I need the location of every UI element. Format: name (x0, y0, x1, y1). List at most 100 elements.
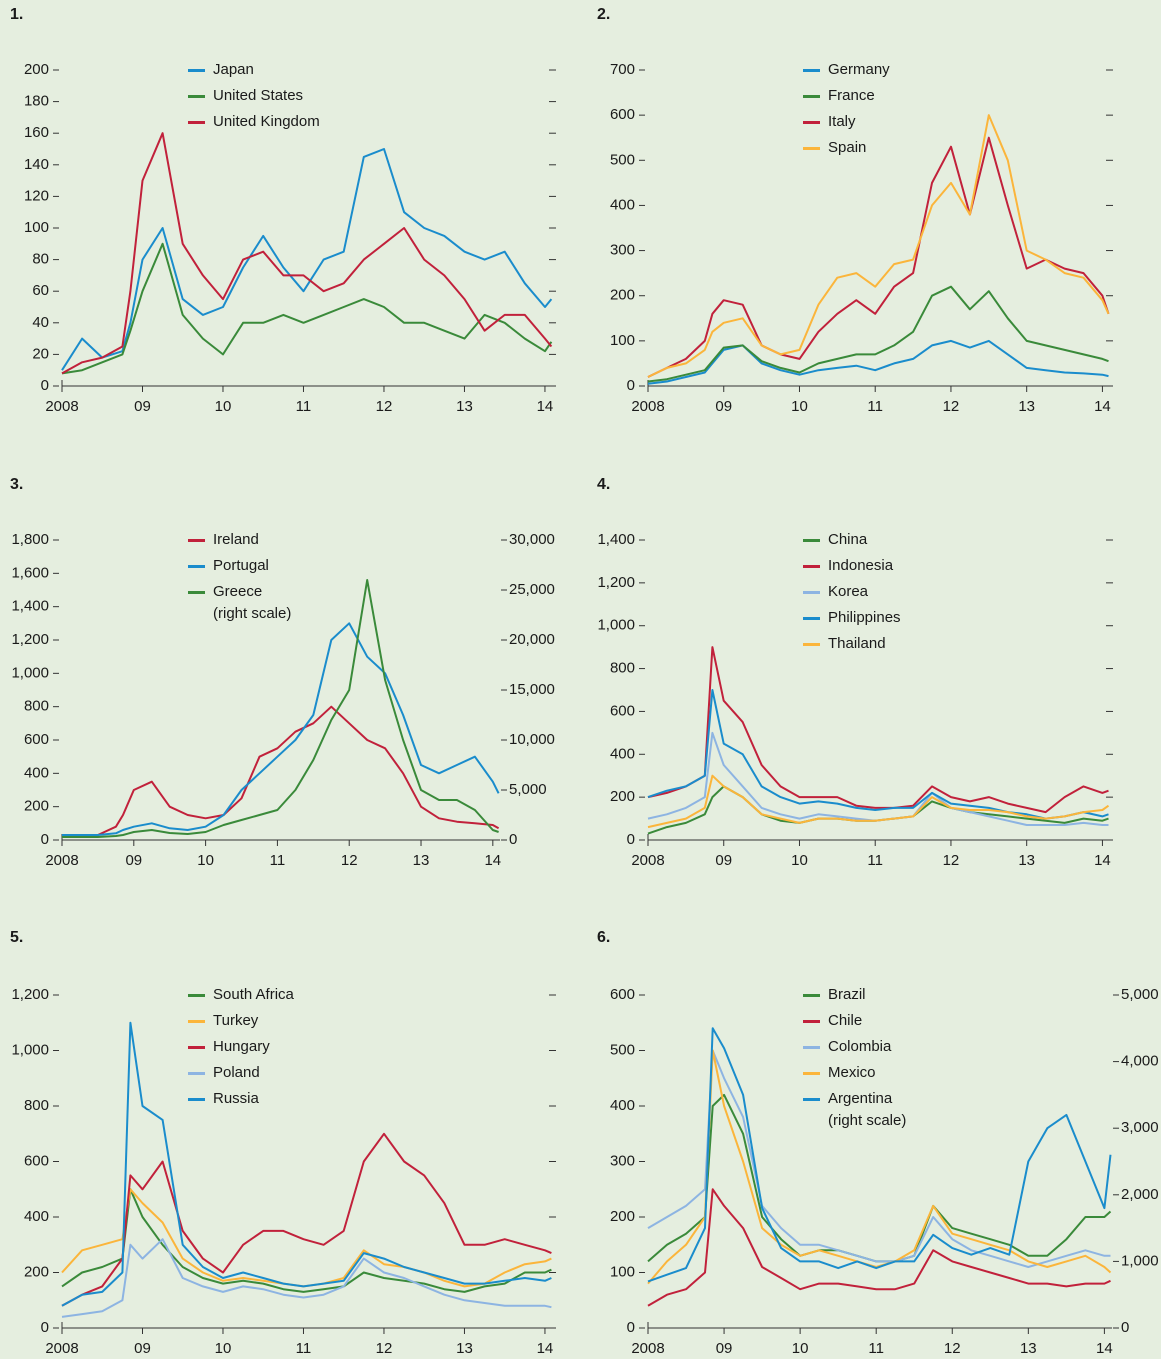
legend-entry: Mexico (803, 1062, 906, 1084)
legend-swatch (803, 147, 820, 150)
series-line (62, 622, 500, 836)
legend-swatch (188, 1072, 205, 1075)
legend-swatch (803, 69, 820, 72)
legend-swatch (803, 994, 820, 997)
y2-tick-label: 2,000 (1121, 1186, 1159, 1203)
x-tick-label: 2008 (45, 1340, 78, 1357)
y-tick-label: 600 (610, 702, 635, 719)
x-tick-label: 14 (1094, 852, 1111, 869)
x-tick-label: 09 (715, 852, 732, 869)
y-tick-label: 200 (24, 1263, 49, 1280)
legend: Brazil Chile Colombia Mexico Argentina (righ… (803, 984, 906, 1132)
y-tick-label: 1,000 (11, 1041, 49, 1058)
series-line (61, 1021, 552, 1307)
legend-entry: Japan (188, 59, 320, 81)
x-tick-label: 09 (134, 1340, 151, 1357)
x-tick-label: 2008 (631, 398, 664, 415)
x-tick-label: 10 (197, 852, 214, 869)
legend-label: Greece (right scale) (213, 583, 292, 622)
legend-swatch (803, 565, 820, 568)
legend-label: China (828, 531, 868, 548)
legend-entry: Brazil (803, 984, 906, 1006)
y-tick-label: 100 (24, 219, 49, 236)
legend-entry: United Kingdom (188, 111, 320, 133)
x-tick-label: 12 (341, 852, 358, 869)
series-line (647, 646, 1109, 814)
y-tick-label: 400 (610, 745, 635, 762)
y2-tick-label: 0 (509, 831, 517, 848)
legend-swatch (803, 95, 820, 98)
y-tick-label: 300 (610, 1152, 635, 1169)
y-tick-label: 120 (24, 187, 49, 204)
series-line (61, 1132, 552, 1307)
series-line (647, 689, 1109, 820)
x-tick-label: 09 (134, 398, 151, 415)
y-tick-label: 0 (627, 377, 635, 394)
legend-swatch (188, 1020, 205, 1023)
series-line (61, 1238, 552, 1318)
legend-label: South Africa (213, 986, 294, 1003)
legend-swatch (803, 617, 820, 620)
legend-swatch (188, 69, 205, 72)
x-tick-label: 2008 (45, 398, 78, 415)
legend-label: Philippines (828, 609, 901, 626)
x-tick-label: 12 (943, 398, 960, 415)
legend-swatch (188, 994, 205, 997)
x-tick-label: 2008 (45, 852, 78, 869)
x-tick-label: 11 (296, 398, 312, 415)
legend-entry: Ireland (188, 529, 291, 551)
y-tick-label: 20 (32, 345, 49, 362)
legend-label: Germany (828, 61, 890, 78)
y-tick-label: 600 (24, 731, 49, 748)
legend-entry: Russia (188, 1088, 294, 1110)
x-tick-label: 09 (715, 398, 732, 415)
x-tick-label: 10 (215, 1340, 232, 1357)
x-tick-label: 12 (376, 1340, 393, 1357)
y-tick-label: 800 (610, 660, 635, 677)
x-tick-label: 09 (716, 1340, 733, 1357)
legend-label: France (828, 87, 875, 104)
legend-swatch (188, 565, 205, 568)
y2-tick-label: 3,000 (1121, 1119, 1159, 1136)
x-tick-label: 14 (537, 1340, 554, 1357)
x-tick-label: 13 (1018, 398, 1035, 415)
legend-entry: Thailand (803, 633, 901, 655)
series-line (647, 114, 1110, 378)
legend-entry: Greece (right scale) (188, 581, 291, 625)
x-tick-label: 12 (376, 398, 393, 415)
y-tick-label: 200 (24, 798, 49, 815)
legend-swatch (188, 1098, 205, 1101)
legend-entry: Hungary (188, 1036, 294, 1058)
panel-title: 3. (10, 476, 23, 493)
y2-tick-label: 0 (1121, 1319, 1129, 1336)
y-tick-label: 1,200 (597, 574, 635, 591)
legend-swatch (188, 95, 205, 98)
panel-title: 5. (10, 929, 23, 946)
y-tick-label: 600 (610, 986, 635, 1003)
legend-swatch (803, 121, 820, 124)
y-tick-label: 1,000 (11, 664, 49, 681)
y-tick-label: 400 (24, 1208, 49, 1225)
legend-label: Indonesia (828, 557, 894, 574)
y2-tick-label: 15,000 (509, 681, 555, 698)
x-tick-label: 14 (484, 852, 501, 869)
y-tick-label: 100 (610, 1263, 635, 1280)
y-tick-label: 600 (610, 106, 635, 123)
series-line (62, 705, 500, 837)
legend-label: Thailand (828, 635, 886, 652)
legend-label: Argentina (right scale) (828, 1090, 907, 1129)
legend-label: Turkey (213, 1012, 259, 1029)
x-tick-label: 13 (456, 398, 473, 415)
legend-label: Portugal (213, 557, 269, 574)
y-tick-label: 200 (610, 1208, 635, 1225)
x-tick-label: 11 (867, 398, 883, 415)
x-tick-label: 10 (792, 1340, 809, 1357)
x-tick-label: 14 (1096, 1340, 1113, 1357)
legend-label: Korea (828, 583, 869, 600)
legend-label: Chile (828, 1012, 863, 1029)
x-tick-label: 13 (1020, 1340, 1037, 1357)
legend-swatch (803, 643, 820, 646)
y2-tick-label: 4,000 (1121, 1053, 1159, 1070)
